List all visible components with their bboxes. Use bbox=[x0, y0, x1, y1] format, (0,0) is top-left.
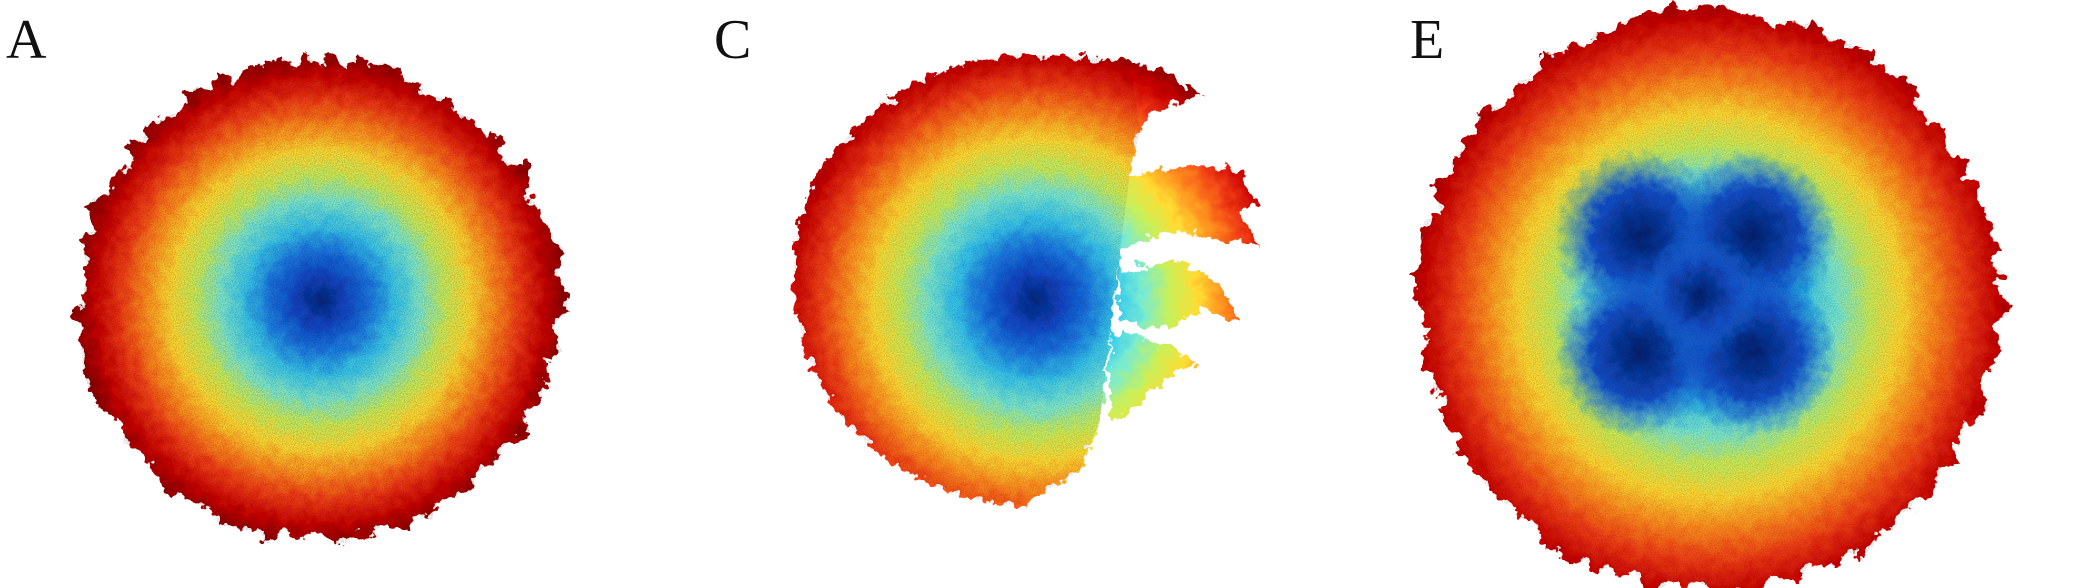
colony-texture-a bbox=[71, 51, 568, 545]
colony-image-e bbox=[1413, 3, 2010, 588]
colony-finger-c bbox=[1120, 260, 1240, 330]
colony-texture-e bbox=[1413, 3, 2010, 588]
panel-c: C bbox=[700, 0, 1400, 588]
panel-a: A bbox=[0, 0, 700, 588]
panel-label-a: A bbox=[6, 9, 47, 71]
panel-e: E bbox=[1400, 0, 2098, 588]
panel-label-e: E bbox=[1410, 9, 1445, 71]
colony-image-c bbox=[794, 55, 1260, 505]
colony-texture-c bbox=[794, 55, 1140, 505]
colony-finger-c bbox=[1110, 330, 1200, 420]
colony-finger-c bbox=[1120, 165, 1260, 250]
colony-image-a bbox=[71, 51, 568, 545]
panel-label-c: C bbox=[714, 9, 752, 71]
